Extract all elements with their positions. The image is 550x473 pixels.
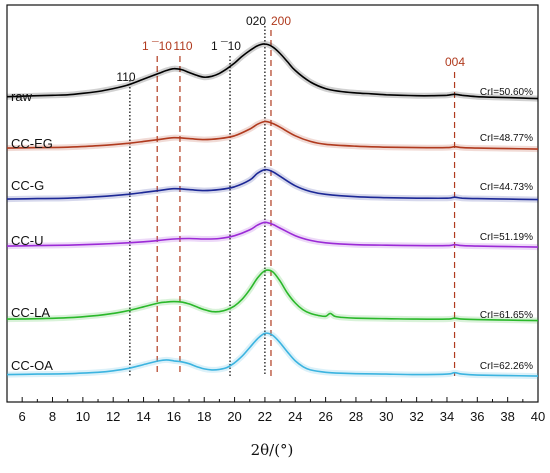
series-band xyxy=(6,219,539,251)
cri-value-label: CrI=48.77% xyxy=(480,133,533,144)
series-name-label: CC-U xyxy=(11,233,44,248)
x-tick-label: 8 xyxy=(49,409,56,424)
x-tick-label: 24 xyxy=(288,409,302,424)
series-name-label: CC-EG xyxy=(11,136,53,151)
peak-label: 110 xyxy=(173,39,192,53)
x-tick-label: 16 xyxy=(167,409,181,424)
series-line xyxy=(6,332,539,377)
peak-label: 110 xyxy=(116,70,135,84)
x-tick-label: 22 xyxy=(258,409,272,424)
x-tick-label: 10 xyxy=(76,409,90,424)
peak-label: 004 xyxy=(445,55,465,69)
cri-value-label: CrI=61.65% xyxy=(480,310,533,321)
series-band xyxy=(6,118,539,153)
x-tick-label: 26 xyxy=(318,409,332,424)
plot-frame xyxy=(6,4,539,403)
series-line xyxy=(6,168,539,201)
x-axis-ticks: 6 8 10 12 14 16 18 20 22 24 26 28 30 32 34 36 38 40 xyxy=(6,397,545,424)
series-name-label: raw xyxy=(11,89,33,104)
series-name-label: CC-G xyxy=(11,178,44,193)
peak-label: 200 xyxy=(271,14,291,28)
x-tick-label: 28 xyxy=(349,409,363,424)
series-line xyxy=(6,43,539,100)
x-tick-label: 12 xyxy=(106,409,120,424)
cri-value-label: CrI=50.60% xyxy=(480,87,533,98)
peak-label: 1 ¯10 xyxy=(211,39,241,53)
series-band xyxy=(6,166,539,203)
series-name-label: CC-LA xyxy=(11,305,50,320)
peak-label: 1 ¯10 xyxy=(142,39,172,53)
x-tick-label: 40 xyxy=(531,409,545,424)
series-line xyxy=(6,269,539,322)
peak-lines xyxy=(129,26,456,376)
series-labels: raw CC-EG CC-G CC-U CC-LA CC-OA xyxy=(11,89,53,373)
series-band xyxy=(6,40,539,102)
cri-labels: CrI=50.60% CrI=48.77% CrI=44.73% CrI=51.19%… xyxy=(480,87,533,372)
x-tick-label: 20 xyxy=(227,409,241,424)
series-group xyxy=(6,40,539,380)
x-tick-label: 6 xyxy=(19,409,26,424)
x-tick-label: 36 xyxy=(470,409,484,424)
series-band xyxy=(6,330,539,380)
cri-value-label: CrI=44.73% xyxy=(480,182,533,193)
series-band xyxy=(6,267,539,324)
series-line xyxy=(6,221,539,248)
x-tick-label: 18 xyxy=(197,409,211,424)
series-line xyxy=(6,120,539,150)
x-tick-label: 30 xyxy=(379,409,393,424)
x-tick-label: 32 xyxy=(409,409,423,424)
x-tick-label: 38 xyxy=(500,409,514,424)
cri-value-label: CrI=51.19% xyxy=(480,232,533,243)
series-name-label: CC-OA xyxy=(11,358,53,373)
cri-value-label: CrI=62.26% xyxy=(480,361,533,372)
x-tick-label: 14 xyxy=(136,409,150,424)
x-tick-label: 34 xyxy=(440,409,454,424)
peak-label: 020 xyxy=(246,14,266,28)
x-axis-label: 2θ/(°) xyxy=(251,441,294,459)
